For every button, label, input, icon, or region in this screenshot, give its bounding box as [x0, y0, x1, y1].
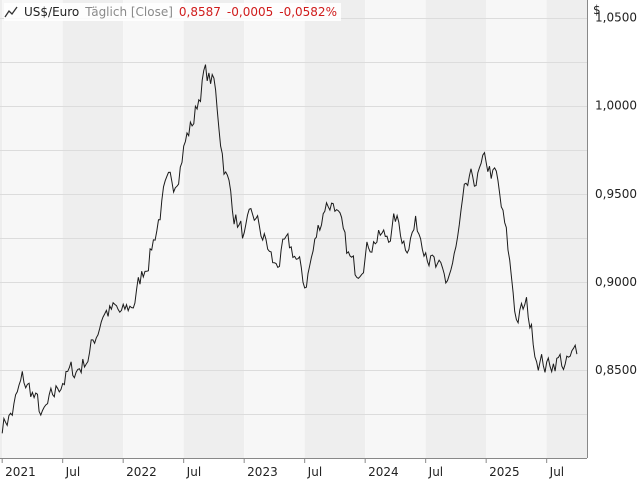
x-tick-label: Jul	[186, 465, 201, 479]
background-band	[2, 0, 63, 458]
x-tick-label: 2021	[5, 465, 36, 479]
price-line	[1, 64, 578, 434]
background-band	[365, 0, 426, 458]
background-band	[546, 0, 587, 458]
axes	[0, 0, 588, 459]
background-bands	[0, 0, 587, 458]
y-axis-unit: $	[593, 3, 601, 17]
change-value: -0,0005	[226, 5, 274, 19]
background-band	[62, 0, 124, 458]
y-tick-label: 0,8500	[595, 363, 637, 377]
x-tick-label: 2024	[368, 465, 399, 479]
y-tick-label: 0,9500	[595, 187, 637, 201]
background-band	[0, 0, 3, 458]
background-band	[425, 0, 487, 458]
x-tick-label: 2023	[247, 465, 278, 479]
background-band	[244, 0, 305, 458]
instrument-title: US$/Euro	[24, 5, 80, 19]
background-band	[304, 0, 366, 458]
y-axis-labels: 0,8500 0,9000 0,9500 1,0000 1,0500	[595, 11, 637, 377]
x-tick-label: 2025	[489, 465, 520, 479]
x-tick-label: 2022	[126, 465, 157, 479]
x-tick-label: Jul	[428, 465, 443, 479]
y-tick-label: 1,0000	[595, 99, 637, 113]
x-tick-label: Jul	[65, 465, 80, 479]
y-tick-label: 1,0500	[595, 11, 637, 25]
change-percent: -0,0582%	[279, 5, 337, 19]
x-axis-labels: 2021 Jul 2022 Jul 2023 Jul 2024 Jul 2025 Jul	[1, 458, 564, 479]
last-value: 0,8587	[178, 5, 221, 19]
background-band	[123, 0, 184, 458]
y-tick-label: 0,9000	[595, 275, 637, 289]
background-band	[486, 0, 547, 458]
background-band	[183, 0, 245, 458]
x-tick-label: Jul	[307, 465, 322, 479]
line-chart-icon	[4, 6, 18, 18]
chart-header: US$/Euro Täglich [Close] 0,8587 -0,0005 …	[4, 3, 341, 21]
x-tick-label: Jul	[549, 465, 564, 479]
interval-label: Täglich [Close]	[85, 5, 173, 19]
